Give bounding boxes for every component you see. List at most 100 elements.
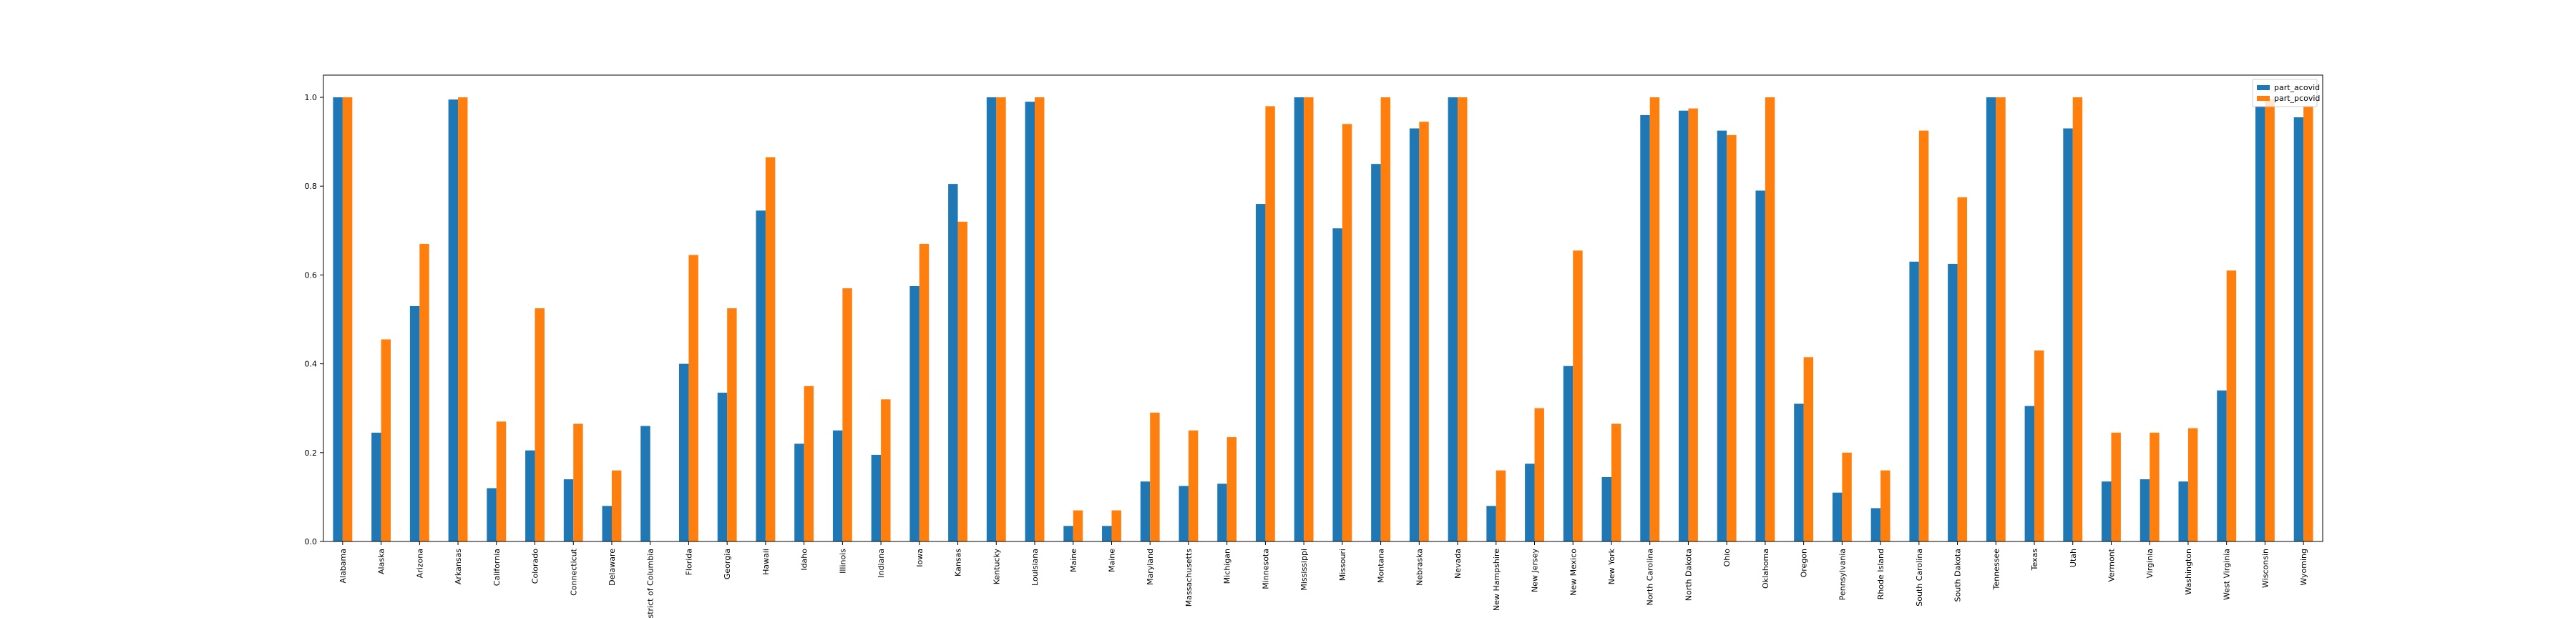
bar-part_pcovid-11 [765, 157, 776, 541]
bar-part_acovid-20 [1102, 526, 1112, 541]
bar-part_acovid-22 [1179, 486, 1189, 541]
x-tick-label: New Jersey [1531, 549, 1540, 593]
bar-part_pcovid-43 [1996, 97, 2006, 542]
bar-part_acovid-40 [1870, 508, 1881, 541]
bar-part_acovid-30 [1486, 506, 1496, 541]
bar-part_acovid-14 [871, 454, 882, 541]
x-tick-label: North Carolina [1646, 549, 1655, 606]
bar-part_acovid-17 [986, 97, 997, 542]
x-tick-label: New Mexico [1568, 549, 1578, 596]
x-tick-label: New Hampshire [1492, 549, 1501, 611]
bar-part_pcovid-38 [1803, 357, 1814, 541]
x-tick-label: Wyoming [2299, 549, 2308, 586]
bar-part_pcovid-39 [1842, 452, 1852, 541]
bar-part_pcovid-42 [1957, 197, 1967, 541]
bar-part_acovid-21 [1140, 481, 1151, 541]
bar-part_acovid-5 [525, 450, 535, 541]
x-tick-label: Nevada [1453, 549, 1463, 579]
x-tick-label: Hawaii [761, 549, 771, 575]
y-tick-label: 1.0 [305, 93, 318, 102]
x-tick-label: Arkansas [454, 549, 463, 584]
bar-part_pcovid-6 [573, 423, 583, 541]
x-tick-label: Massachusetts [1184, 549, 1194, 607]
bar-part_acovid-18 [1025, 102, 1035, 541]
bar-part_acovid-8 [640, 426, 650, 541]
bar-part_acovid-15 [909, 285, 919, 541]
x-tick-label: Georgia [723, 549, 732, 579]
bar-part_pcovid-50 [2265, 99, 2275, 541]
x-tick-label: Maryland [1146, 549, 1155, 585]
bar-part_acovid-49 [2217, 390, 2227, 541]
bar-part_pcovid-47 [2150, 432, 2160, 541]
bar-part_acovid-44 [2024, 406, 2035, 541]
bar-part_pcovid-31 [1534, 408, 1544, 541]
x-tick-label: Illinois [838, 549, 847, 574]
bar-part_acovid-45 [2063, 128, 2073, 541]
x-tick-label: Alaska [377, 549, 386, 574]
bar-part_pcovid-5 [535, 308, 545, 541]
x-tick-label: South Carolina [1915, 549, 1924, 607]
x-tick-label: Louisiana [1030, 549, 1040, 586]
bar-part_acovid-38 [1794, 403, 1804, 541]
bar-part_acovid-16 [948, 184, 958, 541]
bar-part_pcovid-14 [881, 399, 891, 541]
bar-part_acovid-0 [333, 97, 343, 542]
plot-frame [323, 74, 2323, 542]
bar-part_acovid-42 [1948, 263, 1958, 541]
bar-part_pcovid-29 [1458, 97, 1468, 542]
x-tick-label: Arizona [415, 549, 424, 578]
bar-part_acovid-28 [1409, 128, 1420, 541]
bar-part_pcovid-19 [1073, 510, 1083, 541]
x-tick-label: Connecticut [569, 548, 578, 596]
plot-area [323, 74, 2323, 542]
x-tick-label: Indiana [877, 549, 886, 578]
bar-part_pcovid-9 [688, 255, 698, 541]
x-tick-label: Idaho [800, 549, 809, 571]
bar-part_acovid-26 [1332, 228, 1342, 541]
bar-part_pcovid-1 [381, 339, 391, 541]
bar-part_acovid-10 [717, 392, 728, 541]
legend-label-part_acovid: part_acovid [2274, 83, 2320, 92]
y-tick-label: 0.6 [305, 270, 318, 280]
x-tick-label: Michigan [1223, 549, 1232, 584]
bar-part_acovid-46 [2102, 481, 2112, 541]
x-tick-label: Rhode Island [1876, 549, 1885, 599]
y-tick-label: 0.2 [305, 448, 318, 458]
bar-part_acovid-25 [1294, 97, 1304, 542]
x-tick-label: Utah [2069, 549, 2078, 567]
bar-part_pcovid-7 [611, 470, 622, 541]
legend: part_acovid part_pcovid [2252, 79, 2320, 107]
x-tick-label: California [492, 549, 502, 586]
bar-part_acovid-24 [1255, 204, 1266, 541]
x-tick-label: Colorado [531, 549, 540, 584]
y-tick-label: 0.4 [305, 360, 318, 369]
x-tick-label: Minnesota [1261, 549, 1270, 589]
bar-part_acovid-6 [563, 479, 574, 541]
x-tick-label: Missouri [1338, 549, 1347, 581]
bar-part_pcovid-41 [1918, 130, 1929, 541]
x-tick-label: Iowa [915, 549, 924, 567]
bar-part_pcovid-22 [1188, 430, 1199, 541]
x-tick-label: Maine [1107, 549, 1116, 572]
legend-swatch-part_pcovid [2257, 96, 2270, 101]
bar-part_acovid-31 [1525, 464, 1535, 541]
bar-part_acovid-35 [1679, 110, 1689, 541]
x-tick-label: Maine [1069, 549, 1078, 572]
bar-part_pcovid-3 [458, 97, 468, 542]
bar-part_acovid-3 [448, 99, 459, 541]
bar-part_pcovid-20 [1111, 510, 1121, 541]
bar-part_pcovid-15 [919, 243, 930, 541]
bar-part_acovid-37 [1755, 190, 1765, 541]
bar-part_acovid-41 [1909, 261, 1919, 541]
bar-part_pcovid-12 [804, 386, 814, 541]
bar-part_pcovid-36 [1727, 134, 1737, 541]
x-tick-label: New York [1607, 548, 1616, 584]
bar-part_acovid-51 [2293, 117, 2304, 542]
bar-part_pcovid-30 [1496, 470, 1506, 541]
bar-part_pcovid-40 [1880, 470, 1890, 541]
bar-part_acovid-23 [1217, 484, 1227, 541]
bar-part_acovid-48 [2178, 481, 2188, 541]
x-tick-label: West Virginia [2223, 549, 2232, 600]
bar-part_pcovid-0 [342, 97, 353, 542]
bar-part_pcovid-25 [1304, 97, 1314, 542]
